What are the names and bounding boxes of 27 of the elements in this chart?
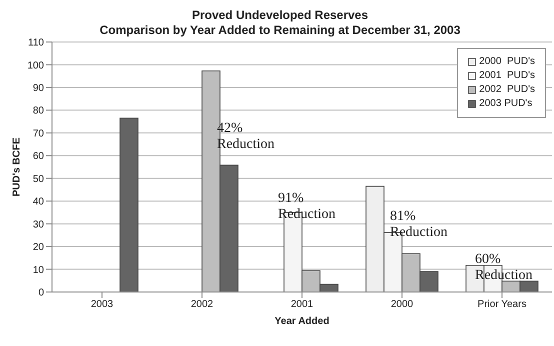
y-tick-label: 0 bbox=[38, 288, 44, 299]
y-tick-label: 110 bbox=[28, 38, 44, 49]
y-tick-label: 50 bbox=[32, 174, 44, 185]
chart-subtitle: Comparison by Year Added to Remaining at December 31, 2003 bbox=[98, 23, 462, 38]
chart-title: Proved Undeveloped Reserves bbox=[190, 8, 370, 23]
y-tick-label: 30 bbox=[32, 219, 44, 230]
legend-label: 2001 PUD's bbox=[479, 69, 535, 83]
x-tick-label: 2003 bbox=[90, 299, 114, 310]
legend-label: 2000 PUD's bbox=[479, 55, 535, 69]
x-tick-label: 2002 bbox=[190, 299, 214, 310]
y-tick-label: 60 bbox=[32, 151, 44, 162]
y-tick-label: 90 bbox=[32, 83, 44, 94]
legend-label: 2002 PUD's bbox=[479, 83, 535, 97]
y-tick-label: 80 bbox=[32, 106, 44, 117]
annotation: 81% Reduction bbox=[390, 209, 448, 241]
x-tick-label: 2000 bbox=[390, 299, 414, 310]
x-tick-label: Prior Years bbox=[478, 299, 526, 310]
legend-label: 2003 PUD's bbox=[479, 97, 532, 111]
y-axis-title: PUD's BCFE bbox=[12, 137, 23, 197]
x-tick-label: 2001 bbox=[290, 299, 314, 310]
y-tick-label: 20 bbox=[32, 242, 44, 254]
x-axis-title: Year Added bbox=[274, 316, 330, 327]
y-tick-label: 100 bbox=[27, 60, 44, 72]
y-tick-label: 70 bbox=[32, 128, 44, 140]
bar bbox=[120, 118, 138, 292]
y-tick-label: 10 bbox=[32, 264, 44, 276]
y-tick-label: 40 bbox=[32, 196, 44, 208]
